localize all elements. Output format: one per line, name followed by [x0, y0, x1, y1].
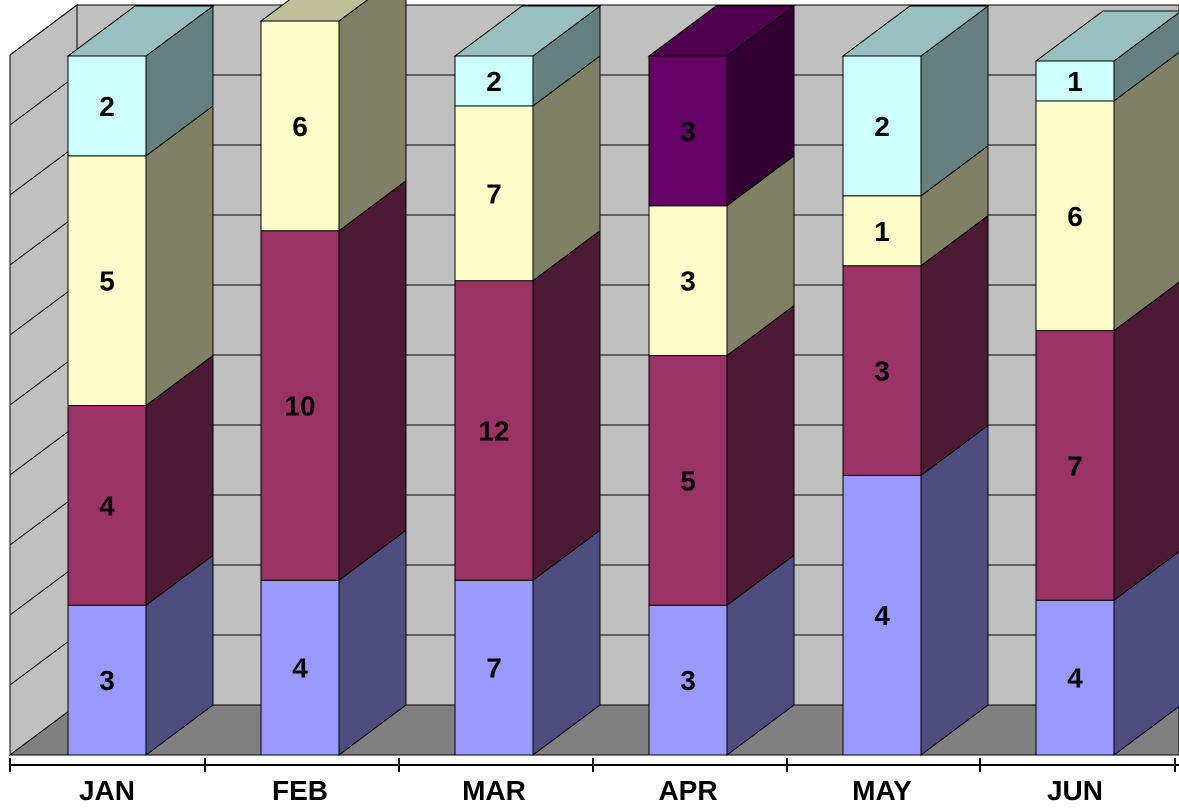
bar-side	[920, 424, 989, 756]
data-label: 7	[486, 653, 502, 684]
bar-segment	[67, 55, 147, 157]
bar-segment	[648, 355, 728, 606]
x-tick-label: APR	[658, 775, 717, 806]
gridline	[9, 494, 78, 546]
data-label: 6	[1067, 201, 1083, 232]
bar-segment	[648, 205, 728, 357]
bar-segment	[1035, 330, 1115, 601]
gridline	[9, 144, 78, 196]
bar-side	[145, 104, 214, 407]
bar-side	[726, 304, 795, 607]
bar-top	[841, 5, 990, 57]
bar-segment	[648, 55, 728, 207]
x-tick-label: MAR	[462, 775, 526, 806]
data-label: 7	[486, 178, 502, 209]
bar-segment	[67, 405, 147, 606]
data-label: 5	[99, 266, 115, 297]
x-tick-label: JUN	[1047, 775, 1103, 806]
bar-segment	[842, 265, 922, 476]
bar-segment	[648, 604, 728, 756]
bar-segment	[454, 579, 534, 756]
gridline	[9, 354, 78, 406]
bar-segment	[260, 579, 340, 756]
bar-top	[259, 0, 369, 22]
gridline	[9, 424, 78, 476]
bar-top	[647, 5, 796, 57]
data-label: 1	[874, 216, 890, 247]
data-label: 2	[99, 91, 115, 122]
x-tick-label: FEB	[272, 775, 328, 806]
data-label: 3	[680, 116, 696, 147]
bar-side	[532, 229, 601, 582]
data-label: 7	[1067, 450, 1083, 481]
x-tick-label: JAN	[79, 775, 135, 806]
data-label: 1	[1067, 66, 1083, 97]
bar-segment	[842, 55, 922, 197]
bar-segment	[454, 280, 534, 581]
bar-segment	[67, 604, 147, 756]
data-label: 4	[292, 653, 308, 684]
data-label: 4	[1067, 663, 1083, 694]
data-label: 3	[680, 665, 696, 696]
x-tick-label: MAY	[852, 775, 912, 806]
data-label: 5	[680, 465, 696, 496]
data-label: 3	[99, 665, 115, 696]
bar-segment	[260, 20, 340, 232]
bar-segment	[842, 474, 922, 756]
data-label: 2	[486, 66, 502, 97]
bar-segment	[454, 55, 534, 107]
gridline	[9, 4, 78, 56]
bar-segment	[260, 230, 340, 581]
data-label: 3	[680, 266, 696, 297]
data-label: 3	[874, 356, 890, 387]
data-label: 4	[99, 490, 115, 521]
bar-side	[1113, 281, 1179, 602]
bar-segment	[1035, 60, 1115, 102]
gridline	[9, 564, 78, 616]
gridline	[9, 214, 78, 266]
bar-top	[453, 5, 602, 57]
bar-top	[1034, 10, 1179, 62]
bar-side	[338, 179, 407, 582]
bar-top	[66, 5, 215, 57]
data-label: 2	[874, 111, 890, 142]
gridline	[9, 74, 78, 126]
bar-segment	[454, 105, 534, 282]
data-label: 4	[874, 600, 890, 631]
data-label: 6	[292, 111, 308, 142]
bar-segment	[842, 195, 922, 267]
bar-segment	[1035, 599, 1115, 756]
gridline	[9, 284, 78, 336]
data-label: 12	[478, 415, 509, 446]
gridline	[9, 634, 78, 686]
data-label: 10	[284, 391, 315, 422]
bar-segment	[1035, 100, 1115, 332]
